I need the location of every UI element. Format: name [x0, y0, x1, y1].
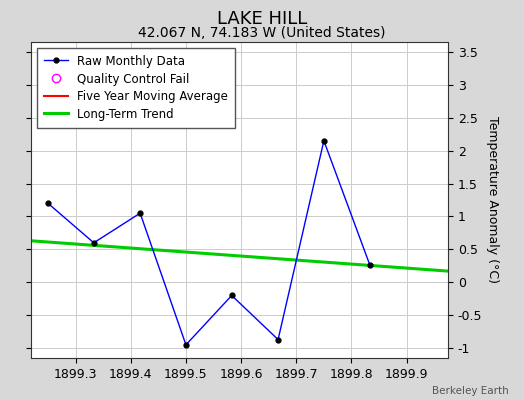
Raw Monthly Data [183, 342, 189, 347]
Line: Raw Monthly Data: Raw Monthly Data [46, 138, 372, 347]
Text: Berkeley Earth: Berkeley Earth [432, 386, 508, 396]
Raw Monthly Data [91, 240, 97, 245]
Raw Monthly Data [275, 337, 281, 342]
Text: 42.067 N, 74.183 W (United States): 42.067 N, 74.183 W (United States) [138, 26, 386, 40]
Text: LAKE HILL: LAKE HILL [217, 10, 307, 28]
Raw Monthly Data [321, 138, 327, 143]
Raw Monthly Data [228, 293, 235, 298]
Raw Monthly Data [366, 262, 373, 267]
Raw Monthly Data [45, 201, 51, 206]
Raw Monthly Data [137, 211, 143, 216]
Legend: Raw Monthly Data, Quality Control Fail, Five Year Moving Average, Long-Term Tren: Raw Monthly Data, Quality Control Fail, … [37, 48, 235, 128]
Y-axis label: Temperature Anomaly (°C): Temperature Anomaly (°C) [486, 116, 499, 284]
